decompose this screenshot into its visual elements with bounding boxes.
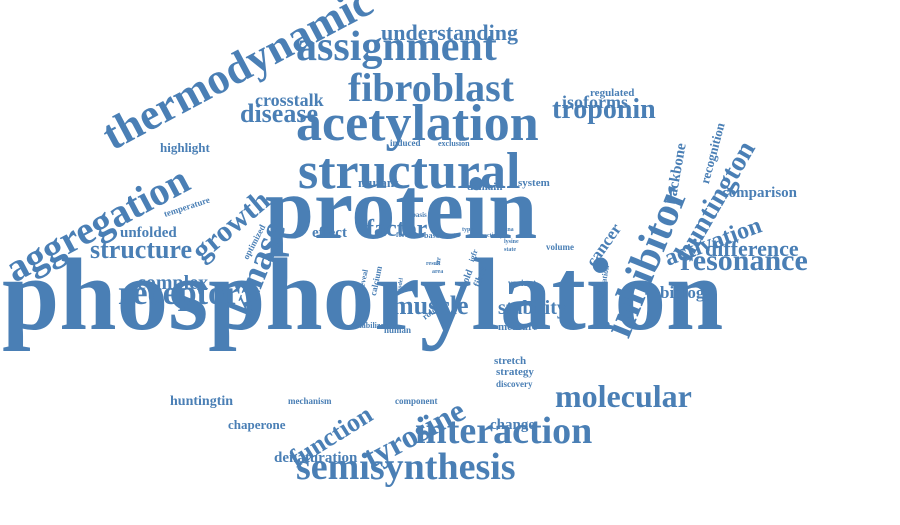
word: acetylation: [296, 95, 539, 153]
word: disease: [240, 99, 318, 129]
word: effect: [312, 225, 347, 241]
word: complex: [137, 272, 209, 294]
word: mechanism: [288, 395, 332, 406]
word: protein: [265, 160, 538, 258]
word: stabilize: [356, 320, 384, 330]
word: troponin: [552, 93, 656, 125]
word: domain: [467, 181, 503, 194]
word: base: [424, 230, 440, 240]
word: difference: [705, 236, 799, 262]
word: comparison: [722, 185, 797, 201]
word: muscle: [392, 291, 469, 321]
word: state: [504, 247, 516, 254]
word: structure: [90, 235, 193, 265]
word: dna: [504, 227, 514, 234]
word: result: [426, 261, 441, 268]
word: unfolded: [120, 225, 177, 241]
word: structural: [298, 143, 521, 201]
word: type: [462, 227, 473, 234]
word: chaperone: [228, 416, 286, 432]
word: crosstalk: [255, 89, 324, 110]
word: molecular: [555, 378, 692, 415]
word: component: [395, 395, 438, 406]
word: understanding: [381, 20, 518, 46]
word: volume: [546, 241, 574, 252]
word: discovery: [496, 378, 533, 389]
word: receptor: [118, 274, 241, 312]
word: exclusion: [438, 138, 470, 148]
word: highlight: [160, 139, 210, 155]
word: stability: [498, 297, 567, 319]
word: assignment: [296, 24, 497, 71]
word: measure: [498, 321, 538, 334]
word: phosphorylation: [2, 237, 724, 352]
word: mutant: [358, 174, 399, 190]
word: stretch: [494, 355, 527, 368]
word: basis: [412, 211, 427, 220]
word: semisynthesis: [296, 445, 516, 488]
word: resonance: [680, 244, 808, 277]
word: isoforms: [562, 91, 628, 112]
word: activity: [484, 233, 503, 240]
word: biology: [660, 283, 713, 303]
word: form: [396, 231, 411, 240]
word: factor: [366, 215, 428, 242]
word: interaction: [415, 409, 593, 452]
word: regulated: [590, 87, 635, 100]
word: change: [490, 417, 535, 433]
word: water: [446, 233, 461, 240]
word: fibroblast: [348, 65, 514, 110]
word: system: [518, 177, 550, 190]
word: lysine: [504, 239, 519, 246]
word: strategy: [496, 366, 534, 379]
word: human: [384, 324, 412, 335]
word: denaturation: [274, 450, 358, 466]
word: huntingtin: [170, 393, 234, 409]
word: area: [432, 269, 444, 276]
word: variant: [508, 277, 536, 288]
word: induced: [390, 137, 421, 148]
